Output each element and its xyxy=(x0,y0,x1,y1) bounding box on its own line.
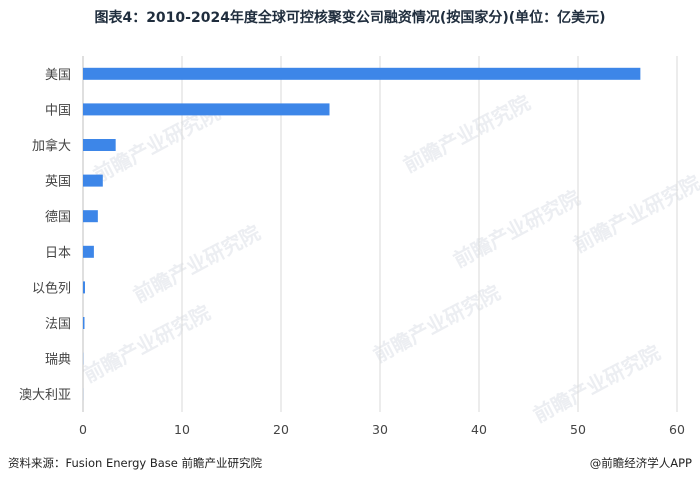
bar-7 xyxy=(83,317,85,329)
category-label: 瑞典 xyxy=(45,353,71,368)
watermark-text: 前瞻产业研究院 xyxy=(399,90,534,177)
x-tick-label: 30 xyxy=(372,422,388,437)
x-tick-labels: 0 10 20 30 40 50 60 xyxy=(79,422,685,437)
footer: 资料来源：Fusion Energy Base 前瞻产业研究院 @前瞻经济学人A… xyxy=(8,455,692,475)
x-tick-label: 40 xyxy=(471,422,487,437)
category-label: 德国 xyxy=(45,210,71,225)
watermark-text: 前瞻产业研究院 xyxy=(569,170,700,257)
bar-5 xyxy=(83,245,94,258)
category-label: 中国 xyxy=(45,103,71,118)
category-label: 日本 xyxy=(45,246,71,261)
x-tick-label: 20 xyxy=(273,422,289,437)
x-tick-label: 0 xyxy=(79,422,87,437)
source-note: 资料来源：Fusion Energy Base 前瞻产业研究院 xyxy=(8,456,263,470)
bar-2 xyxy=(83,139,116,151)
category-label: 以色列 xyxy=(32,280,71,296)
x-tick-label: 50 xyxy=(570,422,586,437)
x-tick-label: 10 xyxy=(174,422,190,437)
category-label: 加拿大 xyxy=(32,138,71,154)
bar-3 xyxy=(83,174,103,187)
watermark-text: 前瞻产业研究院 xyxy=(369,280,504,367)
bar-6 xyxy=(83,281,85,294)
category-label: 澳大利亚 xyxy=(19,387,71,403)
brand-credit: @前瞻经济学人APP xyxy=(589,456,692,470)
watermark-text: 前瞻产业研究院 xyxy=(79,300,214,387)
bar-0 xyxy=(83,67,641,80)
bars xyxy=(83,67,641,401)
category-label: 法国 xyxy=(45,317,71,332)
x-tick-label: 60 xyxy=(669,422,685,437)
bar-4 xyxy=(83,210,98,223)
category-label: 美国 xyxy=(45,68,71,83)
chart-title: 图表4：2010-2024年度全球可控核聚变公司融资情况(按国家分)(单位：亿美… xyxy=(94,10,606,26)
watermark-text: 前瞻产业研究院 xyxy=(449,185,584,272)
bar-1 xyxy=(83,103,330,116)
watermark-text: 前瞻产业研究院 xyxy=(129,220,264,307)
watermark-text: 前瞻产业研究院 xyxy=(529,340,664,427)
category-label: 英国 xyxy=(45,175,71,190)
